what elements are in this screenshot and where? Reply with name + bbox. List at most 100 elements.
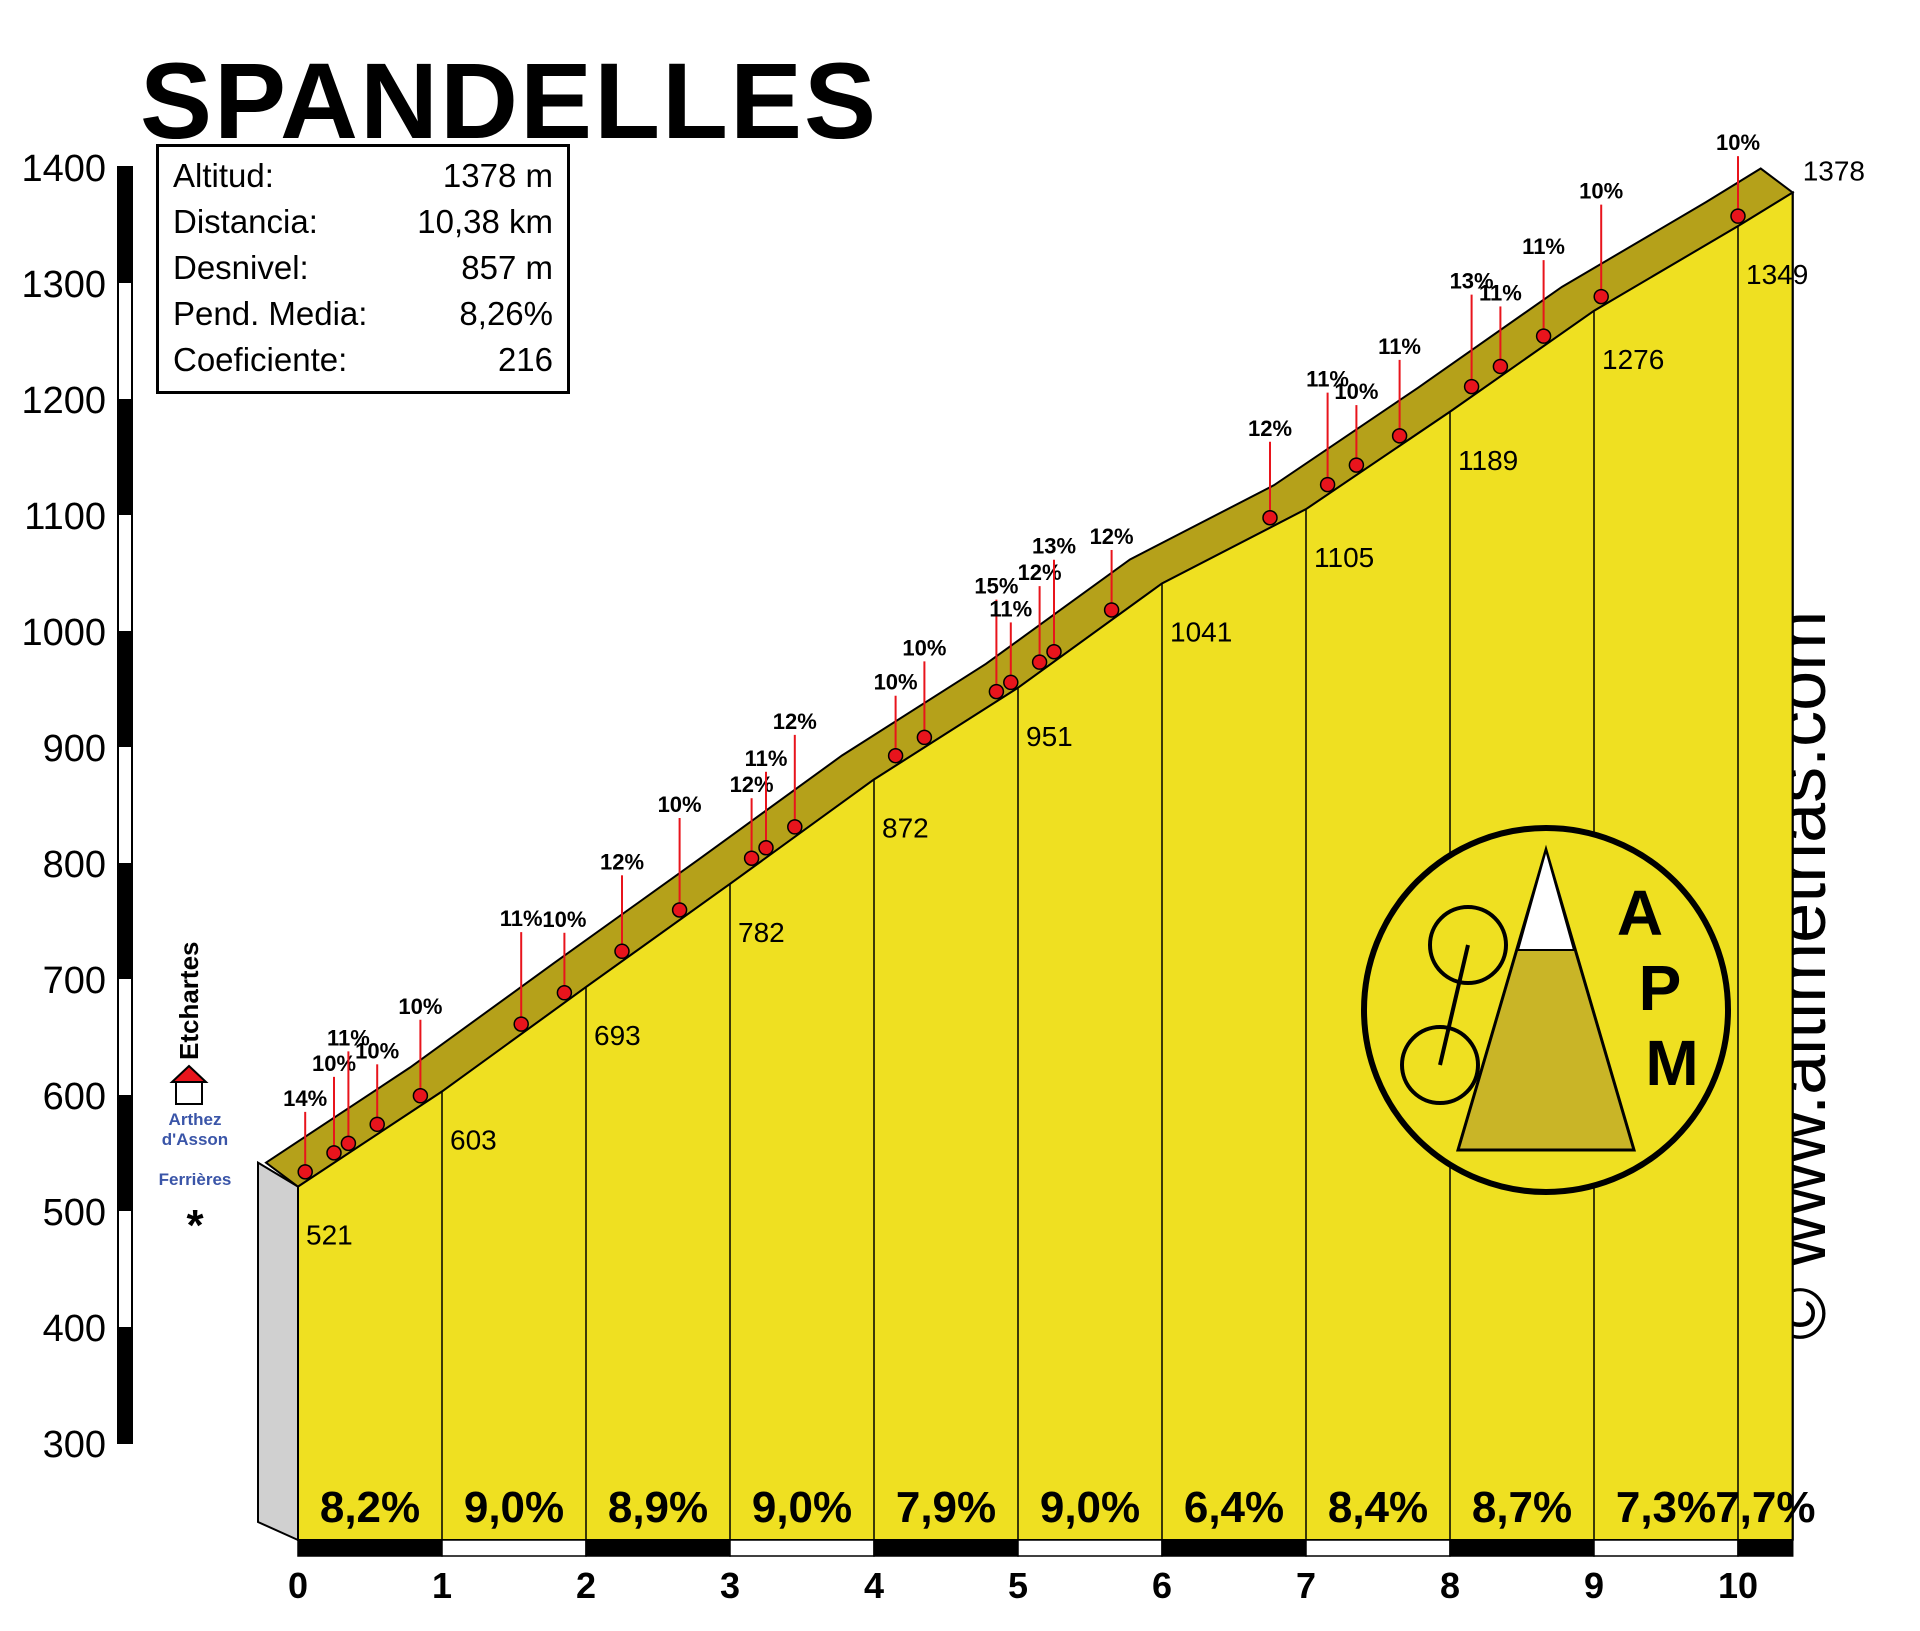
- segment-gradient-label: 8,7%: [1472, 1483, 1572, 1532]
- ramp-label: 11%: [1306, 367, 1349, 392]
- segment-gradient-label: 9,0%: [1040, 1483, 1140, 1532]
- ramp-marker: [758, 840, 774, 856]
- x-tick-label: 9: [1584, 1565, 1604, 1606]
- y-tick-label: 800: [43, 844, 106, 886]
- bike-wheel-icon: [1400, 1025, 1480, 1105]
- ramp-label: 12%: [600, 849, 644, 874]
- ramp-label: 10%: [902, 635, 946, 660]
- km-base-band: [729, 1539, 875, 1557]
- altitude-label: 1349: [1746, 259, 1808, 290]
- altitude-label: 782: [738, 917, 785, 948]
- stat-row-distancia: Distancia: 10,38 km: [173, 199, 553, 245]
- y-tick-label: 1000: [21, 612, 106, 654]
- x-tick-label: 10: [1718, 1565, 1758, 1606]
- road-label-right: Ferrières: [158, 1170, 232, 1189]
- ramp-label: 11%: [1378, 334, 1421, 359]
- apm-logo-mountain-icon: [1455, 844, 1637, 1152]
- ramp-marker: [614, 943, 630, 960]
- y-axis-band: [118, 167, 132, 283]
- altitude-label: 951: [1026, 721, 1073, 752]
- ramp-label: 10%: [542, 907, 586, 932]
- ramp-label: 11%: [989, 596, 1032, 621]
- stat-row-desnivel: Desnivel: 857 m: [173, 245, 553, 291]
- village-icon: [175, 1079, 203, 1105]
- y-axis-band: [118, 1095, 132, 1211]
- village-roof-icon: [169, 1064, 209, 1083]
- altitude-label: 1378: [1803, 156, 1865, 187]
- ramp-marker: [369, 1116, 385, 1133]
- ramp-label: 12%: [1090, 524, 1134, 549]
- km-base-band: [585, 1539, 731, 1557]
- y-axis-band: [118, 863, 132, 979]
- road-label-left: Arthez d'Asson: [161, 1110, 229, 1149]
- segment-gradient-label: 6,4%: [1184, 1483, 1284, 1532]
- stat-label: Pend. Media:: [173, 295, 368, 332]
- segment-gradient-label: 8,9%: [608, 1483, 708, 1532]
- stat-value: 10,38 km: [417, 203, 553, 240]
- km-base-band: [1161, 1539, 1307, 1557]
- x-tick-label: 6: [1152, 1565, 1172, 1606]
- segment-gradient-label: 8,2%: [320, 1483, 420, 1532]
- ramp-label: 10%: [1716, 130, 1760, 155]
- x-tick-label: 4: [864, 1565, 884, 1606]
- ramp-marker: [1593, 288, 1609, 305]
- ramp-label: 10%: [312, 1051, 356, 1076]
- y-tick-label: 1100: [24, 496, 106, 538]
- km-base-band: [1017, 1539, 1163, 1557]
- ramp-marker: [1319, 476, 1336, 493]
- y-tick-label: 1200: [21, 380, 106, 422]
- chart-title: SPANDELLES: [140, 40, 879, 161]
- stat-value: 1378 m: [442, 157, 553, 194]
- x-tick-label: 7: [1296, 1565, 1316, 1606]
- segment-gradient-label: 9,0%: [752, 1483, 852, 1532]
- ramp-label: 10%: [398, 994, 442, 1019]
- apm-logo-letter: A: [1617, 877, 1663, 949]
- ramp-marker: [1348, 457, 1365, 473]
- altitude-label: 693: [594, 1020, 641, 1051]
- ramp-marker: [1103, 602, 1120, 618]
- x-tick-label: 2: [576, 1565, 596, 1606]
- altitude-label: 521: [306, 1220, 353, 1251]
- x-tick-label: 3: [720, 1565, 740, 1606]
- ramp-marker: [340, 1135, 357, 1152]
- x-tick-label: 5: [1008, 1565, 1028, 1606]
- stat-label: Altitud:: [173, 157, 274, 194]
- ramp-marker: [556, 985, 573, 1001]
- x-tick-label: 0: [288, 1565, 308, 1606]
- segment-gradient-label: 7,9%: [896, 1483, 996, 1532]
- profile-left-wall: [257, 1160, 299, 1542]
- ramp-marker: [1046, 643, 1062, 660]
- y-tick-label: 900: [43, 728, 106, 770]
- y-tick-label: 1400: [21, 148, 106, 190]
- ramp-marker: [297, 1164, 313, 1180]
- ramp-label: 11%: [1479, 280, 1522, 305]
- y-axis-band: [118, 631, 132, 747]
- stats-box: Altitud: 1378 m Distancia: 10,38 km Desniv…: [156, 144, 570, 394]
- altitude-label: 1041: [1170, 616, 1232, 647]
- km-base-band: [1737, 1539, 1794, 1557]
- km-base-band: [1305, 1539, 1451, 1557]
- ramp-label: 13%: [1450, 269, 1494, 294]
- ramp-marker: [1031, 654, 1048, 670]
- ramp-marker: [1463, 378, 1480, 395]
- x-tick-label: 1: [432, 1565, 452, 1606]
- stat-label: Desnivel:: [173, 249, 309, 286]
- y-tick-label: 400: [43, 1308, 106, 1350]
- apm-logo-snow-icon: [1516, 846, 1576, 951]
- segment-gradient-label: 9,0%: [464, 1483, 564, 1532]
- altitude-label: 872: [882, 812, 929, 843]
- ramp-label: 15%: [974, 574, 1018, 599]
- y-tick-label: 300: [43, 1424, 106, 1466]
- ramp-marker: [988, 683, 1005, 700]
- altitude-label: 1276: [1602, 344, 1664, 375]
- ramp-label: 12%: [773, 709, 817, 734]
- apm-logo-letter: P: [1639, 952, 1682, 1024]
- ramp-label: 14%: [283, 1086, 327, 1111]
- ramp-label: 10%: [1334, 379, 1378, 404]
- km-base-band: [873, 1539, 1019, 1557]
- ramp-label: 13%: [1032, 534, 1076, 559]
- ramp-marker: [887, 747, 904, 764]
- ramp-marker: [787, 819, 803, 835]
- ramp-marker: [1003, 674, 1019, 691]
- altitude-label: 603: [450, 1125, 497, 1156]
